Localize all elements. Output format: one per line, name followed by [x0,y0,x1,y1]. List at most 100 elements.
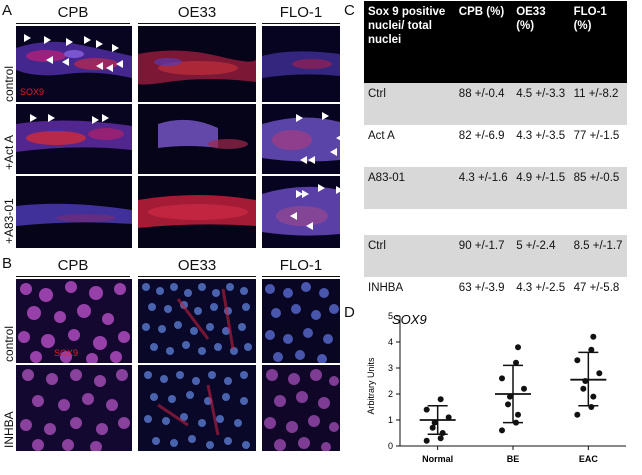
data-point [515,411,521,418]
arrowhead-marker [48,114,55,122]
arrowhead-marker [92,116,99,124]
table-cell: 5 +/-2.4 [512,235,570,277]
table-header-cell: OE33 (%) [512,1,570,83]
table-cell: 4.3 +/-2.5 [512,277,570,319]
table-header-cell: CPB (%) [454,1,513,83]
micrograph-a-cpb-act-a [16,104,132,174]
micrograph-b-flo1-control [262,279,340,363]
arrowhead-marker [102,114,109,122]
table-cell: A83-01 [364,167,455,209]
arrowhead-marker [106,64,113,72]
panel-b-stain-label: SOX9 [54,348,79,358]
table-cell: 47 +/-5.8 [569,277,627,319]
data-point [423,406,430,413]
table-cell: 4.3 +/-3.5 [512,125,570,167]
y-tick-label: 4 [388,337,393,347]
data-point [580,385,587,392]
panel-a-row-act-a: +Act A [2,134,16,170]
y-tick-label: 3 [388,363,393,373]
table-cell: 90 +/-1.7 [454,235,513,277]
panel-label-b: B [2,255,13,272]
micrograph-a-cpb-a83 [16,176,132,248]
arrowhead-marker [322,112,329,120]
micrograph-a-flo1-a83 [262,176,340,248]
plot-svg: SOX9 Arbitrary Units 0 1 2 3 4 5 Normal BE EAC [366,311,626,464]
data-point [423,437,430,444]
x-tick-label: EAC [579,454,599,464]
x-tick-label: BE [507,454,520,464]
micrograph-b-cpb-inhba [16,365,132,451]
panel-a-col-rule [138,23,256,24]
data-point [588,346,595,353]
arrowhead-marker [44,36,51,44]
table-cell: Ctrl [364,83,455,125]
panel-a-stain-label: SOX9 [20,87,45,97]
micrograph-a-oe33-control [138,26,256,102]
arrowhead-marker [290,212,297,220]
data-point [507,393,513,400]
data-point [505,401,511,408]
sox9-scatter-plot: SOX9 Arbitrary Units 0 1 2 3 4 5 Normal BE EAC [364,308,634,470]
panel-b-col-rule [138,276,256,277]
data-point [521,385,527,392]
data-point [513,359,519,366]
micrograph-a-oe33-act-a [138,104,256,174]
table-row [364,209,627,235]
y-tick-label: 5 [388,311,393,321]
data-point [574,411,581,418]
data-point [437,435,444,442]
arrowhead-marker [308,156,315,164]
y-tick-label: 2 [388,389,393,399]
table-cell [569,209,627,235]
table-cell: 11 +/-8.2 [569,83,627,125]
data-point [437,396,444,403]
data-point [596,370,603,377]
table-cell [364,209,455,235]
table-cell: 4.5 +/-3.3 [512,83,570,125]
data-point [499,427,505,434]
data-point [429,424,436,431]
arrowhead-marker [24,34,31,42]
arrowhead-marker [30,114,37,122]
arrowhead-marker [296,114,303,122]
data-point [574,357,581,364]
panel-a-col-cpb: CPB [57,4,89,21]
table-row: A83-01 4.3 +/-1.6 4.9 +/-1.5 85 +/-0.5 [364,167,627,209]
table-cell: Ctrl [364,235,455,277]
table-cell: 88 +/-0.4 [454,83,513,125]
arrowhead-marker [300,156,307,164]
panel-b-row-control: control [2,325,16,362]
table-cell: 8.5 +/-1.7 [569,235,627,277]
micrograph-b-oe33-inhba [138,365,256,451]
arrowhead-marker [330,148,337,156]
panel-a-row-control: control [2,65,16,102]
arrowhead-marker [306,222,313,230]
table-header-cell: FLO-1 (%) [569,1,627,83]
table-cell: 77 +/-1.5 [569,125,627,167]
y-axis-label: Arbitrary Units [366,357,376,415]
table-cell: 82 +/-6.9 [454,125,513,167]
panel-b-col-rule [262,276,340,277]
micrograph-b-flo1-inhba [262,365,340,451]
table-cell [512,209,570,235]
panel-b-col-rule [16,276,130,277]
y-tick-label: 0 [388,441,393,451]
data-point [590,393,597,400]
panel-b-col-flo1: FLO-1 [279,257,323,274]
panel-a-row-a83: +A83-01 [2,198,16,244]
arrowhead-marker [46,56,53,64]
arrowhead-marker [296,190,303,198]
data-point [431,419,438,426]
panel-label-d: D [344,304,355,321]
arrowhead-marker [96,62,103,70]
data-point [590,333,597,340]
panel-a-col-rule [262,23,340,24]
table-header-cell: Sox 9 positive nuclei/ total nuclei [364,1,455,83]
arrowhead-marker [318,184,325,192]
y-tick-label: 1 [388,415,393,425]
arrowhead-marker [116,60,123,68]
panel-a-col-rule [16,23,130,24]
arrowhead-marker [96,40,103,48]
table-cell: 4.3 +/-1.6 [454,167,513,209]
arrowhead-marker [62,58,69,66]
